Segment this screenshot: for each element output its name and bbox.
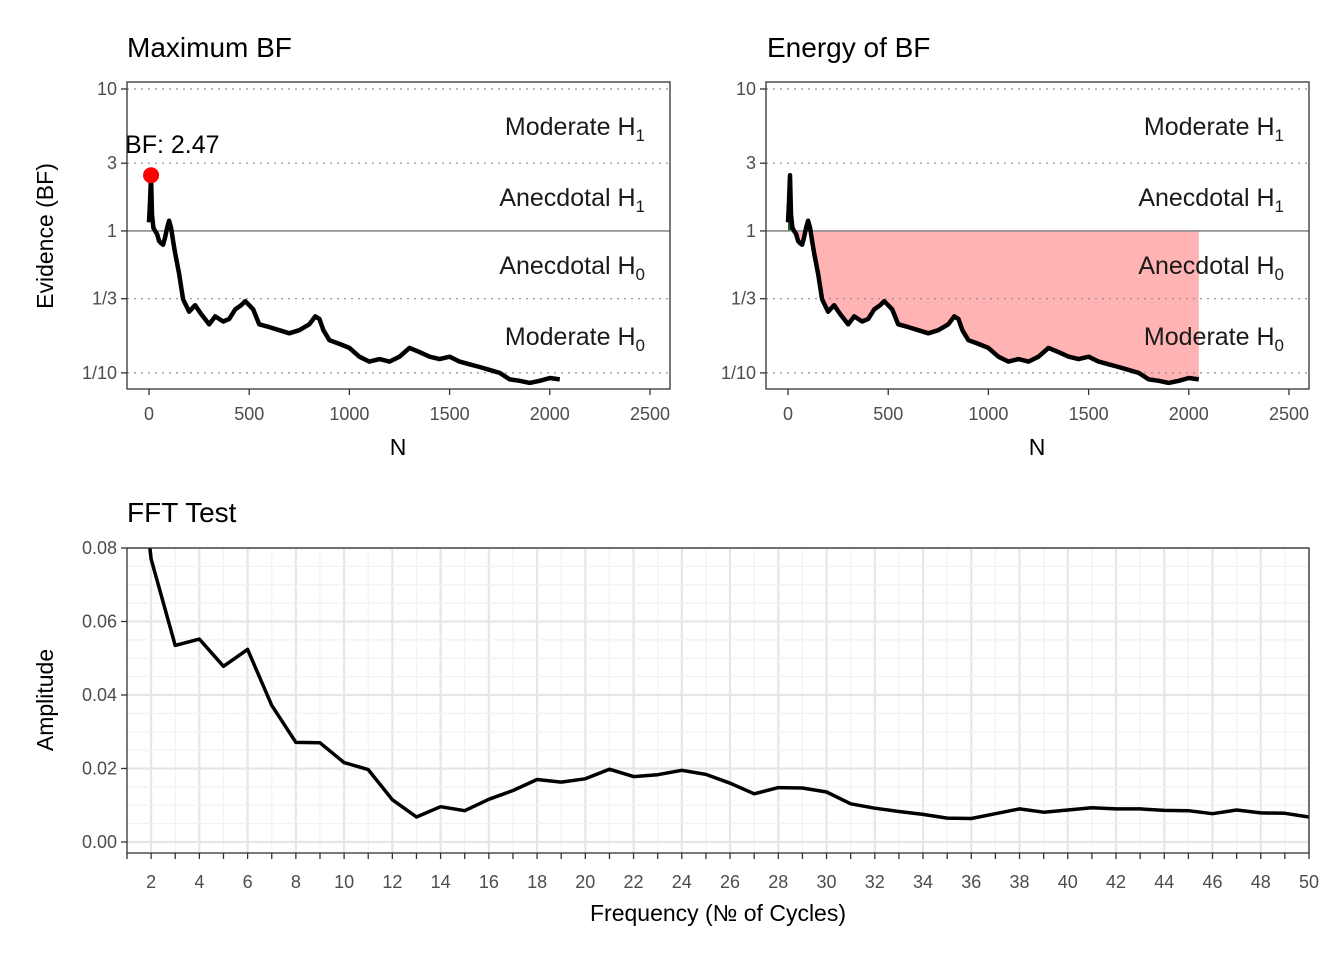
y-tick-label: 3 [107, 153, 117, 173]
x-tick-label: 44 [1154, 872, 1174, 892]
x-axis-title: Frequency (№ of Cycles) [590, 900, 846, 926]
evidence-zone-label: Anecdotal H1 [1138, 184, 1284, 216]
x-tick-label: 12 [382, 872, 402, 892]
x-tick-label: 1000 [329, 404, 369, 424]
x-tick-label: 4 [194, 872, 204, 892]
x-tick-label: 0 [783, 404, 793, 424]
evidence-zone-labels: Moderate H1 Anecdotal H1 Anecdotal H0 Moder… [1138, 113, 1284, 355]
x-tick-label: 10 [334, 872, 354, 892]
y-tick-label: 1/10 [82, 363, 117, 383]
y-tick-label: 1/3 [92, 289, 117, 309]
bf-sequential-line [785, 172, 1200, 386]
y-tick-label: 0.06 [82, 611, 117, 631]
x-tick-label: 38 [1010, 872, 1030, 892]
evidence-zone-label: Anecdotal H1 [499, 184, 645, 216]
x-tick-label: 32 [865, 872, 885, 892]
x-tick-label: 2 [146, 872, 156, 892]
y-axis-title: Evidence (BF) [32, 163, 58, 309]
x-tick-label: 0 [144, 404, 154, 424]
y-tick-label: 0.04 [82, 685, 117, 705]
evidence-zone-label: Anecdotal H0 [1138, 252, 1284, 284]
energy-fill-h1 [788, 175, 1199, 231]
x-axis-ticks: 2 4 6 8 10 12 14 16 18 20 22 24 26 28 30 32 34 36 38 40 42 44… [126, 853, 1319, 892]
evidence-zone-label: Moderate H1 [1144, 113, 1284, 145]
x-tick-label: 2000 [1169, 404, 1209, 424]
y-tick-label: 0.08 [82, 538, 117, 558]
evidence-gridlines [766, 88, 1309, 374]
panel-border [126, 81, 671, 390]
x-tick-label: 34 [913, 872, 933, 892]
x-tick-label: 24 [672, 872, 692, 892]
evidence-zone-labels: Moderate H1 Anecdotal H1 Anecdotal H0 Moder… [499, 113, 645, 355]
x-axis-ticks: 0 500 1000 1500 2000 2500 [144, 389, 670, 424]
evidence-zone-label: Moderate H1 [505, 113, 645, 145]
panel-border [126, 547, 1310, 854]
x-tick-label: 2500 [1269, 404, 1309, 424]
y-tick-label: 1 [746, 221, 756, 241]
evidence-zone-label: Anecdotal H0 [499, 252, 645, 284]
x-axis-ticks: 0 500 1000 1500 2000 2500 [783, 389, 1309, 424]
y-axis-ticks: 10 3 1 1/3 1/10 [82, 79, 127, 383]
x-tick-label: 8 [291, 872, 301, 892]
panel-border [765, 81, 1310, 390]
max-bf-label: BF: 2.47 [125, 131, 220, 159]
x-tick-label: 500 [234, 404, 264, 424]
x-axis-title: N [1029, 434, 1046, 460]
x-tick-label: 2000 [530, 404, 570, 424]
x-tick-label: 20 [575, 872, 595, 892]
x-tick-label: 50 [1299, 872, 1319, 892]
x-tick-label: 1500 [430, 404, 470, 424]
panel-title-maximum-bf: Maximum BF [127, 32, 292, 63]
y-tick-label: 3 [746, 153, 756, 173]
y-tick-label: 1/10 [721, 363, 756, 383]
y-axis-title: Amplitude [32, 649, 58, 751]
x-tick-label: 36 [961, 872, 981, 892]
y-axis-ticks: 10 3 1 1/3 1/10 [721, 79, 766, 383]
fft-amplitude-line [148, 547, 1310, 821]
evidence-gridlines [127, 88, 670, 374]
y-tick-label: 0.00 [82, 832, 117, 852]
x-tick-label: 1000 [968, 404, 1008, 424]
panel-title-energy-of-bf: Energy of BF [767, 32, 930, 63]
y-tick-label: 1/3 [731, 289, 756, 309]
x-tick-label: 500 [873, 404, 903, 424]
x-tick-label: 30 [817, 872, 837, 892]
x-tick-label: 46 [1202, 872, 1222, 892]
y-axis-ticks: 0.08 0.06 0.04 0.02 0.00 [82, 538, 127, 852]
x-tick-label: 6 [243, 872, 253, 892]
x-tick-label: 48 [1251, 872, 1271, 892]
x-tick-label: 16 [479, 872, 499, 892]
evidence-zone-label: Moderate H0 [1144, 323, 1284, 355]
evidence-zone-label: Moderate H0 [505, 323, 645, 355]
panel-fft-test: FFT Test 0.080.060.040.020.00 2 4 6 8 10 12 14… [32, 497, 1319, 926]
x-axis-title: N [390, 434, 407, 460]
x-tick-label: 14 [431, 872, 451, 892]
panel-title-fft-test: FFT Test [127, 497, 237, 528]
max-bf-point [143, 167, 160, 184]
y-tick-label: 1 [107, 221, 117, 241]
x-tick-label: 26 [720, 872, 740, 892]
fft-gridlines [126, 546, 1311, 853]
y-tick-label: 10 [97, 79, 117, 99]
bf-sequential-line [146, 172, 561, 386]
x-tick-label: 2500 [630, 404, 670, 424]
x-tick-label: 40 [1058, 872, 1078, 892]
x-tick-label: 22 [624, 872, 644, 892]
y-tick-label: 10 [736, 79, 756, 99]
x-tick-label: 18 [527, 872, 547, 892]
x-tick-label: 28 [768, 872, 788, 892]
panel-maximum-bf: Maximum BF Moderate H1 Anecdotal H1 Anecdo… [32, 32, 671, 460]
panel-energy-of-bf: Energy of BF Moderate H1 Anecdotal H1 Anec… [721, 32, 1310, 460]
energy-fill-h0 [788, 230, 1199, 383]
x-tick-label: 1500 [1069, 404, 1109, 424]
x-tick-label: 42 [1106, 872, 1126, 892]
y-tick-label: 0.02 [82, 758, 117, 778]
